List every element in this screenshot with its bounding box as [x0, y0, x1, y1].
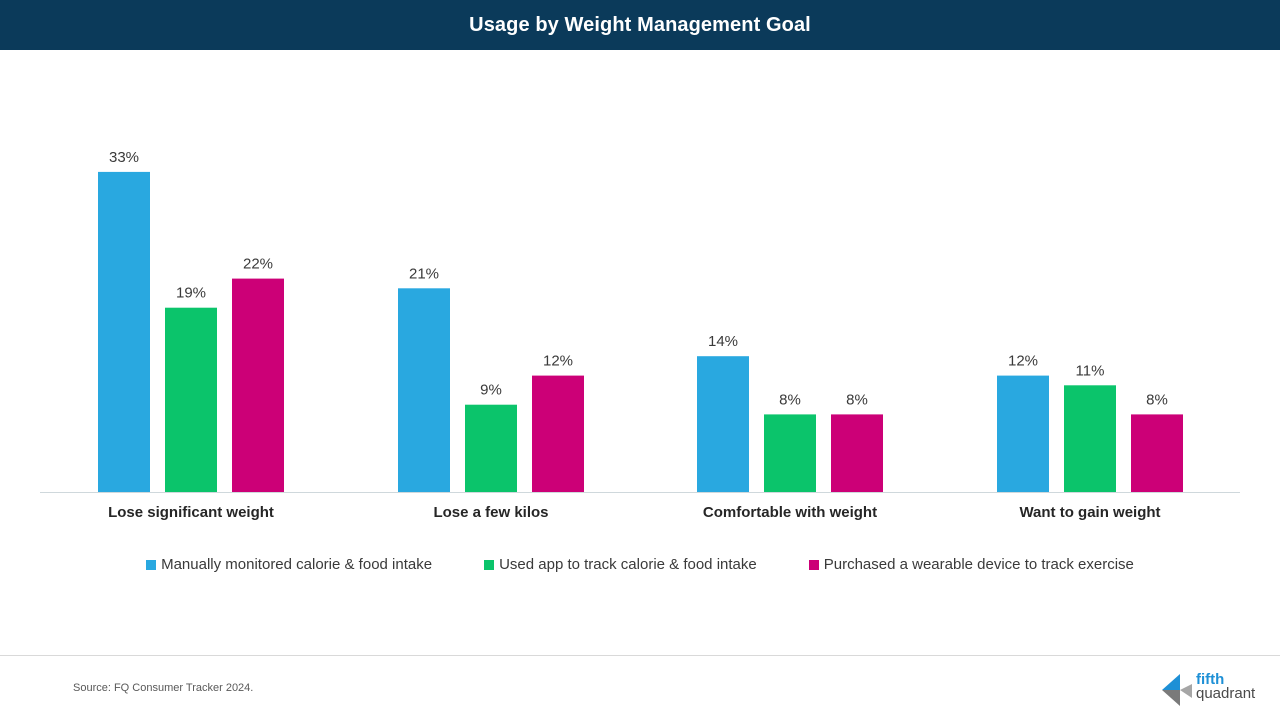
data-label-1-0: 21%: [409, 265, 439, 282]
category-label-0: Lose significant weight: [108, 504, 274, 521]
bar-3-2: [1131, 414, 1183, 492]
bar-3-1: [1064, 385, 1116, 492]
legend-item-manual: Manually monitored calorie & food intake: [146, 556, 432, 573]
footer-divider: [0, 655, 1280, 656]
category-label-1: Lose a few kilos: [433, 504, 548, 521]
data-label-3-2: 8%: [1146, 391, 1168, 408]
legend-label-manual: Manually monitored calorie & food intake: [161, 556, 433, 573]
data-label-0-0: 33%: [109, 149, 139, 166]
legend-item-wearable: Purchased a wearable device to track exe…: [808, 556, 1134, 573]
chart-title: Usage by Weight Management Goal: [469, 13, 811, 36]
bar-2-1: [764, 414, 816, 492]
bar-2-2: [831, 414, 883, 492]
legend-swatch-manual: [146, 559, 157, 570]
data-label-2-0: 14%: [708, 333, 738, 350]
logo-word-fifth: fifth: [1196, 671, 1225, 688]
data-label-0-1: 19%: [176, 285, 206, 302]
data-label-2-2: 8%: [846, 391, 868, 408]
data-label-1-1: 9%: [480, 382, 502, 399]
legend-swatch-wearable: [808, 559, 819, 570]
logo-mark-icon: [1162, 674, 1192, 706]
bar-2-0: [697, 356, 749, 492]
bar-1-0: [398, 288, 450, 492]
legend-swatch-app: [484, 559, 495, 570]
bar-3-0: [997, 375, 1049, 492]
legend-label-app: Used app to track calorie & food intake: [499, 556, 757, 573]
data-label-2-1: 8%: [779, 391, 801, 408]
data-label-3-1: 11%: [1076, 362, 1105, 379]
bar-1-2: [532, 375, 584, 492]
data-label-1-2: 12%: [543, 353, 573, 370]
bar-0-0: [98, 171, 150, 492]
legend-item-app: Used app to track calorie & food intake: [484, 556, 757, 573]
bar-chart: 33% 19% 22% Lose significant weight 21% 9% 12%…: [40, 149, 1240, 521]
source-note: Source: FQ Consumer Tracker 2024.: [73, 682, 254, 694]
legend-label-wearable: Purchased a wearable device to track exe…: [823, 556, 1134, 573]
bar-0-1: [165, 307, 217, 492]
title-bar: Usage by Weight Management Goal: [0, 0, 1280, 50]
legend: Manually monitored calorie & food intake…: [0, 556, 1280, 573]
data-label-3-0: 12%: [1008, 353, 1038, 370]
data-label-0-2: 22%: [243, 256, 273, 273]
bar-1-1: [465, 404, 517, 492]
fifth-quadrant-logo: fifth quadrant: [1158, 670, 1268, 710]
logo-word-quadrant: quadrant: [1196, 685, 1256, 702]
category-label-2: Comfortable with weight: [703, 504, 877, 521]
bar-0-2: [232, 278, 284, 492]
category-label-3: Want to gain weight: [1019, 504, 1160, 521]
